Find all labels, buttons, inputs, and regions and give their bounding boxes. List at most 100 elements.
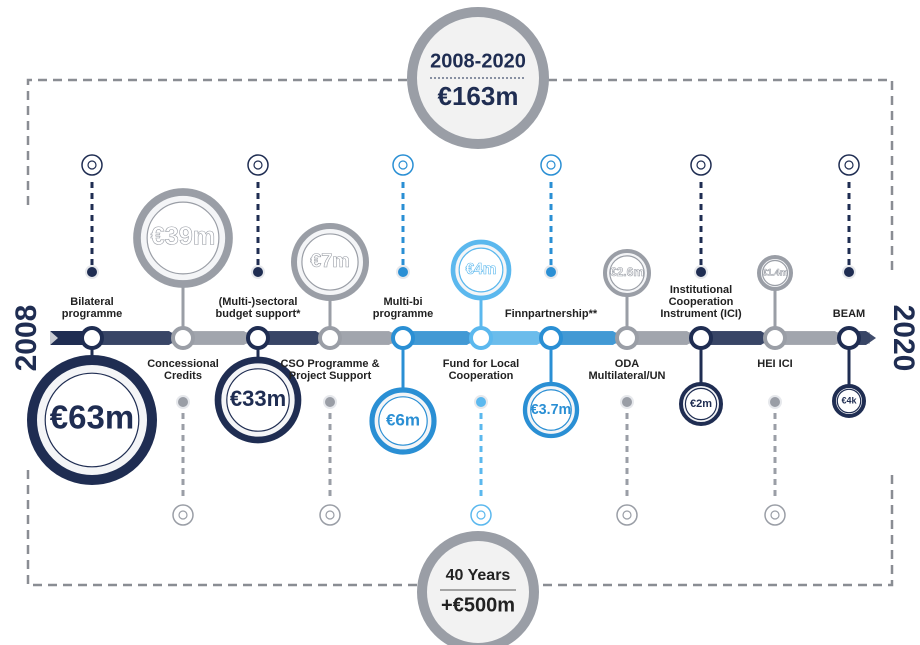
- dot: [176, 395, 190, 409]
- programme: €7m CSO Programme &Project Support: [280, 223, 380, 526]
- label-line: HEI ICI: [757, 358, 792, 370]
- amount-inner: [684, 387, 718, 421]
- label-line: CSO Programme &: [280, 358, 379, 370]
- icon: [764, 504, 786, 526]
- amount-inner: [226, 368, 290, 432]
- timeline-chevron: [330, 331, 399, 345]
- node: [80, 326, 104, 350]
- icon-inner: [325, 510, 335, 520]
- badge-period: 2008-2020: [430, 50, 526, 72]
- label-line: Cooperation: [449, 370, 514, 382]
- timeline-start: [50, 331, 86, 345]
- label-line: (Multi-)sectoral: [219, 296, 298, 308]
- bottom-badge: 40 Years +€500m: [417, 531, 539, 645]
- amount-inner: [458, 247, 504, 293]
- timeline-chevron: [403, 331, 477, 345]
- node: [171, 326, 195, 350]
- amount: €63m: [50, 399, 134, 436]
- icon: [392, 154, 414, 176]
- programme: €1.4m HEI ICI: [757, 255, 793, 526]
- amount: €6m: [386, 411, 420, 430]
- amount-inner: [836, 388, 862, 414]
- label-line: programme: [373, 308, 434, 320]
- amount-inner: [609, 255, 645, 291]
- dot: [620, 395, 634, 409]
- amount-inner: [44, 372, 140, 468]
- icon-inner: [398, 160, 408, 170]
- dot: [251, 265, 265, 279]
- badge-period: 40 Years: [446, 567, 511, 584]
- amount-inner: [301, 233, 359, 291]
- node: [391, 326, 415, 350]
- label-line: Cooperation: [669, 296, 734, 308]
- label-line: Credits: [164, 370, 202, 382]
- node: [615, 326, 639, 350]
- label-line: programme: [62, 308, 123, 320]
- amount: €39m: [151, 223, 216, 251]
- dot: [768, 395, 782, 409]
- amount: €2.6m: [610, 265, 644, 279]
- amount: €33m: [230, 386, 286, 411]
- icon: [470, 504, 492, 526]
- icon-inner: [253, 160, 263, 170]
- end-year: 2020: [887, 305, 920, 372]
- node: [539, 326, 563, 350]
- icon: [616, 504, 638, 526]
- icon-inner: [770, 510, 780, 520]
- icon: [247, 154, 269, 176]
- icon-inner: [844, 160, 854, 170]
- node: [837, 326, 861, 350]
- icon: [838, 154, 860, 176]
- amount: €4k: [841, 395, 857, 405]
- icon-inner: [87, 160, 97, 170]
- dot: [474, 395, 488, 409]
- label-line: Instrument (ICI): [660, 308, 742, 320]
- timeline-chevron: [551, 331, 623, 345]
- badge-amount: €163m: [438, 81, 519, 111]
- top-badge: 2008-2020 €163m: [407, 7, 549, 149]
- dot: [323, 395, 337, 409]
- timeline-chevron: [258, 331, 326, 345]
- amount: €4m: [466, 261, 497, 278]
- timeline-chevron: [183, 331, 254, 345]
- node: [469, 326, 493, 350]
- dot: [544, 265, 558, 279]
- label-line: Multi-bi: [383, 296, 422, 308]
- timeline-chevron: [92, 331, 179, 345]
- dot: [396, 265, 410, 279]
- node: [318, 326, 342, 350]
- icon: [690, 154, 712, 176]
- icon-inner: [476, 510, 486, 520]
- timeline-chevron: [481, 331, 547, 345]
- programmes: €63mBilateralprogramme€39mConcessionalCr…: [27, 154, 866, 526]
- amount: €3.7m: [531, 402, 572, 418]
- label-line: BEAM: [833, 308, 865, 320]
- label-line: Project Support: [289, 370, 372, 382]
- start-year: 2008: [10, 305, 43, 372]
- dot: [694, 265, 708, 279]
- node: [689, 326, 713, 350]
- amount: €1.4m: [762, 267, 788, 277]
- label-line: ODA: [615, 358, 640, 370]
- icon-inner: [696, 160, 706, 170]
- amount-inner: [378, 396, 428, 446]
- label-line: Institutional: [670, 284, 732, 296]
- badge-ring: [417, 531, 539, 645]
- node: [246, 326, 270, 350]
- icon-inner: [622, 510, 632, 520]
- icon: [172, 504, 194, 526]
- amount: €7m: [310, 250, 350, 272]
- badge-amount: +€500m: [441, 594, 515, 616]
- icon: [540, 154, 562, 176]
- label-line: budget support*: [216, 308, 302, 320]
- timeline-chevron: [775, 331, 845, 345]
- amount-inner: [146, 201, 220, 275]
- amount: €2m: [690, 398, 712, 410]
